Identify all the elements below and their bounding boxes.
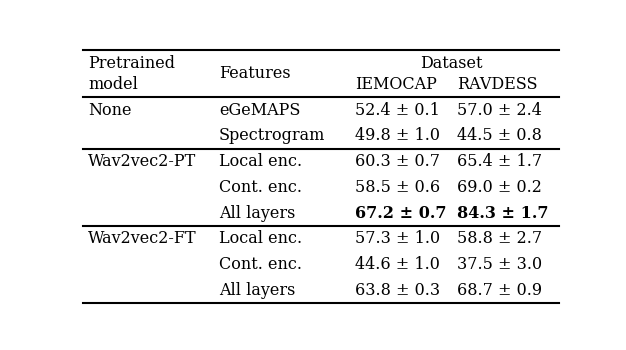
Text: RAVDESS: RAVDESS — [456, 76, 537, 92]
Text: 65.4 ± 1.7: 65.4 ± 1.7 — [456, 153, 541, 170]
Text: All layers: All layers — [219, 205, 295, 222]
Text: 52.4 ± 0.1: 52.4 ± 0.1 — [355, 102, 439, 119]
Text: 69.0 ± 0.2: 69.0 ± 0.2 — [456, 179, 541, 196]
Text: Pretrained: Pretrained — [88, 55, 175, 72]
Text: None: None — [88, 102, 131, 119]
Text: Cont. enc.: Cont. enc. — [219, 256, 302, 273]
Text: 44.5 ± 0.8: 44.5 ± 0.8 — [456, 127, 541, 145]
Text: 37.5 ± 3.0: 37.5 ± 3.0 — [456, 256, 541, 273]
Text: Local enc.: Local enc. — [219, 231, 302, 247]
Text: 58.5 ± 0.6: 58.5 ± 0.6 — [355, 179, 440, 196]
Text: 84.3 ± 1.7: 84.3 ± 1.7 — [456, 205, 548, 222]
Text: Cont. enc.: Cont. enc. — [219, 179, 302, 196]
Text: 63.8 ± 0.3: 63.8 ± 0.3 — [355, 282, 440, 299]
Text: 49.8 ± 1.0: 49.8 ± 1.0 — [355, 127, 440, 145]
Text: model: model — [88, 76, 138, 92]
Text: Features: Features — [219, 65, 290, 82]
Text: 60.3 ± 0.7: 60.3 ± 0.7 — [355, 153, 440, 170]
Text: 58.8 ± 2.7: 58.8 ± 2.7 — [456, 231, 541, 247]
Text: 57.3 ± 1.0: 57.3 ± 1.0 — [355, 231, 440, 247]
Text: Wav2vec2-FT: Wav2vec2-FT — [88, 231, 197, 247]
Text: 57.0 ± 2.4: 57.0 ± 2.4 — [456, 102, 541, 119]
Text: Local enc.: Local enc. — [219, 153, 302, 170]
Text: Spectrogram: Spectrogram — [219, 127, 326, 145]
Text: eGeMAPS: eGeMAPS — [219, 102, 300, 119]
Text: 44.6 ± 1.0: 44.6 ± 1.0 — [355, 256, 439, 273]
Text: 67.2 ± 0.7: 67.2 ± 0.7 — [355, 205, 446, 222]
Text: IEMOCAP: IEMOCAP — [355, 76, 437, 92]
Text: 68.7 ± 0.9: 68.7 ± 0.9 — [456, 282, 541, 299]
Text: All layers: All layers — [219, 282, 295, 299]
Text: Wav2vec2-PT: Wav2vec2-PT — [88, 153, 196, 170]
Text: Dataset: Dataset — [421, 55, 483, 72]
